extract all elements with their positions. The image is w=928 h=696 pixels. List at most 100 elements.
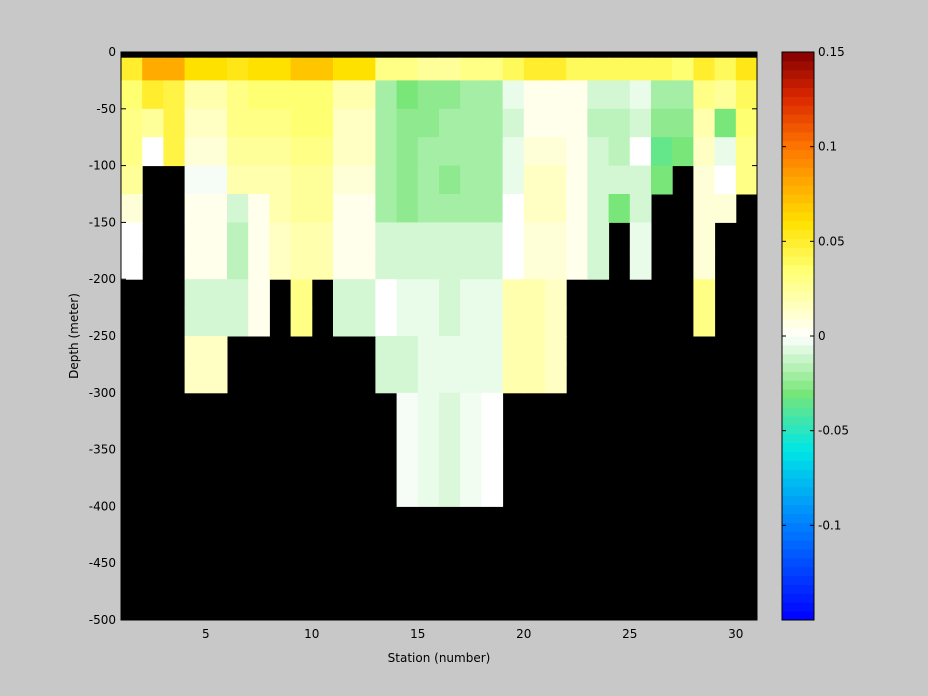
heatmap-cell — [608, 165, 631, 195]
heatmap-cell — [121, 57, 143, 81]
heatmap-cell — [523, 57, 546, 81]
colorbar-ticks: 0.15 0.1 0.05 0 -0.05 -0.1 — [782, 45, 849, 532]
heatmap-cell — [502, 336, 525, 365]
heatmap-cell — [735, 80, 758, 110]
heatmap-cell — [502, 137, 525, 167]
colorbar-tick-label: 0.15 — [818, 45, 845, 59]
heatmap-cell — [629, 194, 652, 223]
heatmap-cell — [354, 80, 376, 110]
heatmap-cell — [375, 279, 398, 309]
heatmap-cell — [354, 279, 376, 309]
y-tick-label: 0 — [108, 45, 116, 59]
heatmap-cell — [439, 364, 461, 394]
colorbar: 0.15 0.1 0.05 0 -0.05 -0.1 — [781, 45, 849, 621]
heatmap-cell — [269, 250, 292, 280]
colorbar-swatch — [782, 557, 814, 568]
heatmap-cell — [333, 57, 355, 81]
heatmap-cell — [460, 194, 482, 223]
colorbar-swatch — [782, 123, 814, 133]
heatmap-cell — [184, 80, 207, 110]
colorbar-swatch — [782, 247, 814, 257]
heatmap-cell — [375, 57, 398, 81]
heatmap-cell — [629, 222, 652, 252]
colorbar-swatch — [782, 460, 814, 470]
heatmap-cell — [354, 307, 376, 337]
heatmap-cell — [439, 222, 461, 252]
heatmap-cell — [184, 279, 207, 309]
heatmap-cell — [290, 165, 313, 195]
colorbar-swatch — [782, 256, 814, 266]
heatmap-cell — [354, 57, 376, 81]
heatmap-cell — [375, 108, 398, 138]
heatmap-cell — [439, 449, 461, 507]
heatmap-cell — [693, 137, 716, 167]
heatmap-cell — [460, 57, 482, 81]
heatmap-cell — [693, 108, 716, 138]
heatmap-cell — [184, 194, 207, 223]
heatmap-cell — [545, 307, 567, 337]
colorbar-swatch — [782, 318, 814, 328]
heatmap-cell — [375, 222, 398, 252]
heatmap-cell — [502, 279, 525, 309]
heatmap-cell — [460, 80, 482, 110]
heatmap-cell — [651, 80, 673, 110]
heatmap-cell — [184, 364, 207, 394]
heatmap-cell — [502, 57, 525, 81]
heatmap-cell — [163, 80, 186, 110]
colorbar-swatch — [782, 202, 814, 213]
heatmap-cell — [566, 194, 588, 223]
heatmap-cell — [417, 250, 440, 280]
heatmap-cell — [227, 137, 249, 167]
heatmap-cell — [333, 194, 355, 223]
heatmap-cell — [417, 80, 440, 110]
colorbar-swatch — [782, 424, 814, 435]
y-tick-label: -100 — [89, 159, 116, 173]
heatmap-cell — [227, 194, 249, 223]
heatmap-cell — [587, 57, 610, 81]
heatmap-cell — [354, 222, 376, 252]
heatmap-cell — [375, 80, 398, 110]
heatmap-cell — [439, 165, 461, 195]
heatmap-cell — [375, 250, 398, 280]
heatmap-cell — [227, 108, 249, 138]
heatmap-cell — [417, 194, 440, 223]
heatmap-cell — [587, 165, 610, 195]
heatmap-cell — [735, 137, 758, 167]
heatmap-cell — [417, 279, 440, 309]
heatmap-cell — [396, 57, 419, 81]
heatmap-cell — [184, 165, 207, 195]
heatmap-cell — [735, 108, 758, 138]
y-tick-label: -400 — [89, 499, 116, 513]
heatmap-cell — [523, 222, 546, 252]
heatmap-cell — [269, 194, 292, 223]
colorbar-swatch — [782, 238, 814, 248]
heatmap-cell — [121, 137, 143, 167]
heatmap-cell — [269, 222, 292, 252]
colorbar-swatch — [782, 158, 814, 168]
heatmap-cell — [439, 57, 461, 81]
y-tick-label: -250 — [89, 329, 116, 343]
colorbar-swatch — [782, 522, 814, 532]
colorbar-swatch — [782, 167, 814, 177]
colorbar-swatch — [782, 185, 814, 195]
heatmap-cell — [205, 279, 228, 309]
heatmap-cell — [502, 307, 525, 337]
heatmap-cell — [460, 108, 482, 138]
colorbar-swatch — [782, 495, 814, 506]
colorbar-swatch — [782, 273, 814, 284]
colorbar-swatch — [782, 220, 814, 230]
colorbar-swatch — [782, 380, 814, 390]
heatmap-cell — [651, 165, 673, 195]
heatmap-cell — [205, 307, 228, 337]
heatmap-cell — [121, 250, 143, 280]
heatmap-cell — [439, 392, 461, 451]
colorbar-swatch — [782, 389, 814, 399]
heatmap-cell — [460, 392, 482, 451]
heatmap-cell — [502, 108, 525, 138]
colorbar-swatch — [782, 229, 814, 239]
y-tick-label: -450 — [89, 556, 116, 570]
colorbar-swatch — [782, 105, 814, 115]
x-tick-label: 15 — [410, 627, 425, 641]
heatmap-cell — [460, 307, 482, 337]
heatmap-cell — [205, 80, 228, 110]
